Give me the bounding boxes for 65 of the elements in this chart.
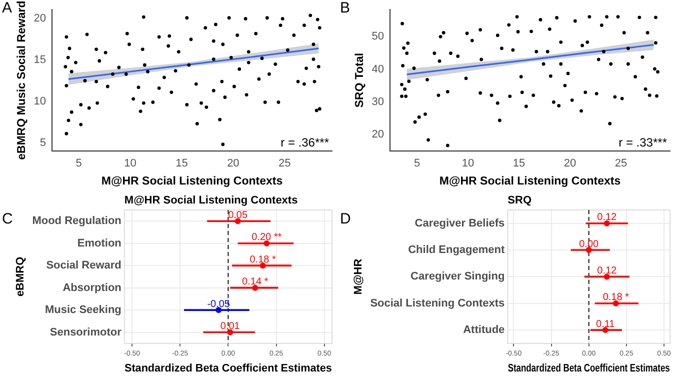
x-tick-label: 10 — [124, 158, 136, 170]
y-tick-label: Sensorimotor — [50, 326, 122, 338]
x-tick-label: 25 — [278, 158, 291, 170]
data-label: 0.18 * — [250, 254, 276, 266]
x-axis-title: Standardized Beta Coefficient Estimates — [508, 362, 670, 375]
y-tick-label: Social Listening Contexts — [370, 297, 505, 310]
y-tick-label: 15 — [34, 54, 46, 66]
data-label: 0.12 — [597, 265, 618, 276]
x-axis-title: Standardized Beta Coefficient Estimates — [124, 362, 332, 374]
y-tick-label: Music Seeking — [44, 304, 122, 316]
point — [604, 220, 610, 226]
annotation: r = .33*** — [618, 135, 668, 150]
text: A — [2, 0, 12, 17]
point — [216, 307, 222, 314]
y-tick-label: 10 — [34, 95, 46, 108]
point — [602, 327, 608, 334]
point — [252, 284, 258, 291]
y-axis-title: eBMRQ — [14, 256, 27, 297]
point — [604, 274, 610, 280]
data-label: 0.12 — [597, 212, 618, 224]
data-label: 0.05 — [228, 210, 248, 221]
point — [586, 247, 592, 254]
y-tick-label: Caregiver Singing — [410, 270, 505, 283]
point — [260, 262, 266, 269]
text: B — [340, 0, 350, 17]
y-tick-label: Caregiver Beliefs — [414, 217, 505, 230]
point — [234, 218, 241, 224]
annotation: r = .36*** — [280, 135, 330, 150]
x-axis-title: M@HR Social Listening Contexts — [439, 175, 621, 188]
data-label: 0.01 — [220, 321, 240, 332]
data-label: -0.05 — [207, 298, 230, 310]
y-tick-label: 20 — [372, 128, 384, 140]
point — [612, 300, 619, 306]
y-tick-label: Attitude — [463, 324, 505, 336]
x-tick-label: 20 — [564, 158, 576, 170]
text: C — [2, 210, 13, 228]
y-tick-label: Child Engagement — [408, 244, 505, 256]
y-tick-label: 50 — [372, 30, 384, 43]
x-axis-title: M@HR Social Listening Contexts — [101, 175, 283, 188]
x-tick-label: 15 — [176, 158, 188, 170]
chart-title: M@HR Social Listening Contexts — [124, 194, 298, 207]
y-tick-label: Emotion — [77, 237, 122, 250]
data-label: 0.00 — [579, 238, 599, 250]
y-axis-title: SRQ Total — [354, 52, 366, 108]
point — [227, 329, 234, 336]
y-axis-title: eBMRQ Music Social Reward — [16, 0, 28, 160]
text: D — [340, 210, 351, 228]
data-label: 0.20 ** — [252, 232, 282, 244]
chart-title: SRQ — [508, 194, 532, 207]
x-tick-label: 20 — [227, 158, 240, 170]
x-tick-label: 15 — [512, 158, 526, 170]
y-tick-label: 40 — [372, 63, 384, 76]
x-tick-label: 10 — [462, 158, 474, 170]
x-tick-label: 25 — [614, 158, 628, 170]
y-axis-title: M@HR — [352, 258, 365, 295]
data-label: 0.18 * — [602, 292, 630, 304]
y-tick-label: Absorption — [62, 282, 122, 294]
y-tick-label: 30 — [372, 96, 384, 108]
y-tick-label: Social Reward — [46, 260, 122, 272]
y-tick-label: 5 — [40, 136, 46, 149]
data-label: 0.11 — [596, 318, 616, 330]
point — [264, 240, 270, 246]
y-tick-label: 20 — [34, 12, 46, 25]
data-label: 0.14 * — [242, 276, 268, 288]
y-tick-label: Mood Regulation — [32, 215, 122, 228]
